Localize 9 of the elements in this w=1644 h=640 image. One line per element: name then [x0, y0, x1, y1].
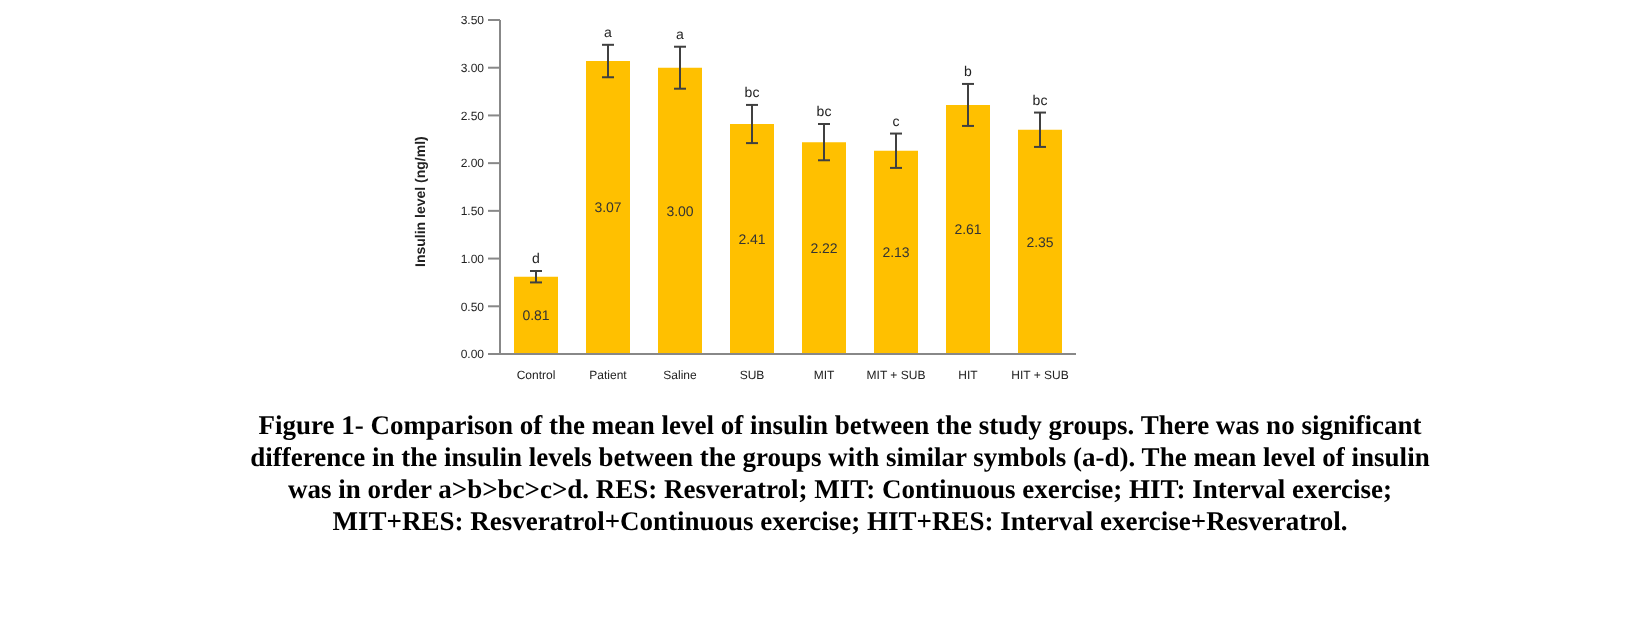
- bar: [730, 124, 774, 354]
- bar: [586, 61, 630, 354]
- bar: [802, 142, 846, 354]
- caption: Figure 1- Comparison of the mean level of insulin between the study groups. There was no significant difference in the insulin levels between the groups with similar symbols (a-d). The mean level of insulin was in order a>b>bc>c>d. RES: Resveratrol; MIT: Continuous exercise; HIT: Interval exercise; MIT+RES: Resveratrol+Continuous exercise; HIT+RES: Interval exercise+Resveratrol.: [248, 410, 1432, 538]
- bar: [874, 150, 918, 354]
- bar: [514, 276, 558, 354]
- bar: [1018, 129, 1062, 354]
- bar: [658, 67, 702, 354]
- bar: [946, 104, 990, 354]
